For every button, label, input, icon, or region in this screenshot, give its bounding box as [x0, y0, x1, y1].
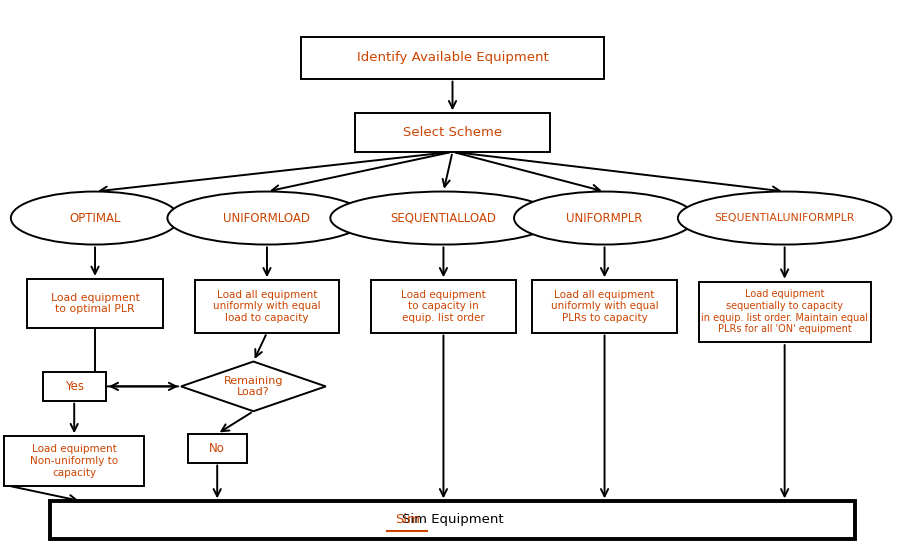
- FancyBboxPatch shape: [699, 282, 871, 342]
- Text: OPTIMAL: OPTIMAL: [70, 211, 120, 225]
- FancyBboxPatch shape: [5, 436, 145, 486]
- FancyBboxPatch shape: [532, 280, 677, 332]
- FancyBboxPatch shape: [355, 113, 550, 152]
- Ellipse shape: [167, 192, 367, 245]
- Text: Select Scheme: Select Scheme: [403, 126, 502, 139]
- Text: Load equipment
to optimal PLR: Load equipment to optimal PLR: [51, 293, 139, 315]
- FancyBboxPatch shape: [188, 434, 246, 463]
- Text: UNIFORMLOAD: UNIFORMLOAD: [224, 211, 310, 225]
- FancyBboxPatch shape: [43, 372, 106, 401]
- Ellipse shape: [678, 192, 891, 245]
- Text: Remaining
Load?: Remaining Load?: [224, 375, 283, 397]
- FancyBboxPatch shape: [50, 501, 855, 539]
- Ellipse shape: [514, 192, 695, 245]
- Text: Load equipment
to capacity in
equip. list order: Load equipment to capacity in equip. lis…: [401, 290, 486, 323]
- Text: No: No: [209, 442, 225, 455]
- Text: SEQUENTIALLOAD: SEQUENTIALLOAD: [390, 211, 497, 225]
- Text: SEQUENTIALUNIFORMPLR: SEQUENTIALUNIFORMPLR: [714, 213, 855, 223]
- Text: Load equipment
Non-uniformly to
capacity: Load equipment Non-uniformly to capacity: [30, 444, 119, 477]
- Text: Sim: Sim: [395, 513, 420, 527]
- Text: Load all equipment
uniformly with equal
load to capacity: Load all equipment uniformly with equal …: [214, 290, 320, 323]
- Ellipse shape: [11, 192, 179, 245]
- Text: UNIFORMPLR: UNIFORMPLR: [567, 211, 643, 225]
- Text: Sim Equipment: Sim Equipment: [402, 513, 503, 527]
- Polygon shape: [181, 362, 326, 411]
- FancyBboxPatch shape: [195, 280, 339, 332]
- Text: Load equipment
sequentially to capacity
in equip. list order. Maintain equal
PLR: Load equipment sequentially to capacity …: [701, 289, 868, 335]
- Text: Load all equipment
uniformly with equal
PLRs to capacity: Load all equipment uniformly with equal …: [551, 290, 658, 323]
- Text: Identify Available Equipment: Identify Available Equipment: [357, 51, 548, 65]
- Text: Yes: Yes: [65, 380, 83, 393]
- FancyBboxPatch shape: [301, 38, 605, 78]
- FancyBboxPatch shape: [371, 280, 516, 332]
- FancyBboxPatch shape: [27, 279, 163, 328]
- Ellipse shape: [330, 192, 557, 245]
